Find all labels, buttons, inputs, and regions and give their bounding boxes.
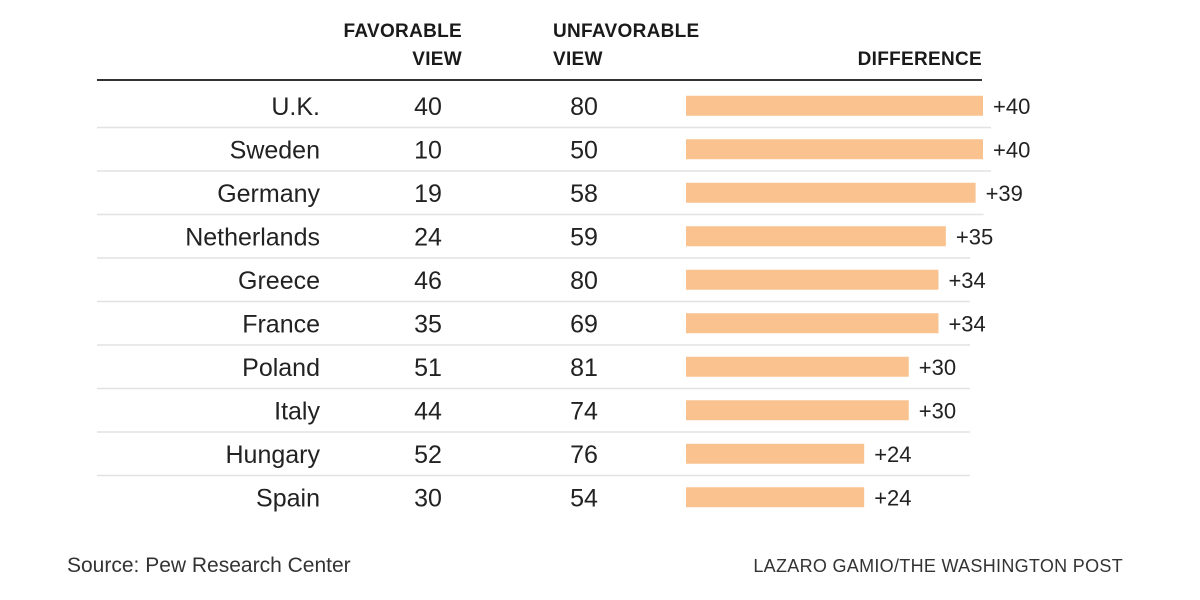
favorable-value: 24 — [414, 223, 442, 251]
country-label: Hungary — [226, 441, 321, 469]
country-label: Sweden — [230, 136, 320, 164]
difference-label: +34 — [948, 311, 985, 336]
country-label: Germany — [217, 180, 320, 208]
country-label: Poland — [242, 354, 320, 382]
country-label: Spain — [256, 484, 320, 512]
difference-label: +30 — [919, 398, 956, 423]
favorable-value: 40 — [414, 93, 442, 121]
difference-label: +35 — [956, 224, 993, 249]
difference-bar — [686, 182, 976, 203]
difference-bar — [686, 313, 939, 334]
country-label: Greece — [238, 267, 320, 295]
difference-bar — [686, 226, 946, 247]
table-rows: U.K. 40 80 +40 Sweden 10 50 +40 Germany 19 58 +39 Ne… — [97, 93, 1030, 512]
difference-label: +24 — [874, 485, 911, 510]
difference-bar — [686, 487, 865, 508]
difference-label: +30 — [919, 355, 956, 380]
difference-bar — [686, 443, 865, 464]
header-unfavorable-line1: UNFAVORABLE — [553, 21, 700, 42]
header-favorable-line1: FAVORABLE — [344, 21, 462, 42]
unfavorable-value: 76 — [570, 441, 598, 469]
favorable-value: 35 — [414, 310, 442, 338]
header-favorable-line2: VIEW — [412, 49, 462, 70]
unfavorable-value: 81 — [570, 354, 598, 382]
source-note: Source: Pew Research Center — [67, 554, 351, 577]
difference-label: +39 — [986, 181, 1023, 206]
difference-bar — [686, 95, 983, 116]
difference-label: +40 — [993, 94, 1030, 119]
unfavorable-value: 69 — [570, 310, 598, 338]
favorable-value: 19 — [414, 180, 442, 208]
unfavorable-value: 80 — [570, 93, 598, 121]
favorable-value: 46 — [414, 267, 442, 295]
difference-label: +40 — [993, 137, 1030, 162]
country-label: Netherlands — [185, 223, 320, 251]
favorable-value: 52 — [414, 441, 442, 469]
unfavorable-value: 50 — [570, 136, 598, 164]
unfavorable-value: 59 — [570, 223, 598, 251]
credit-line: LAZARO GAMIO/THE WASHINGTON POST — [753, 556, 1123, 576]
country-label: France — [242, 310, 320, 338]
favorable-value: 30 — [414, 484, 442, 512]
header-unfavorable-line2: VIEW — [553, 49, 603, 70]
difference-bar — [686, 356, 909, 377]
unfavorable-value: 80 — [570, 267, 598, 295]
difference-label: +34 — [948, 268, 985, 293]
favorable-value: 44 — [414, 397, 442, 425]
country-label: U.K. — [271, 93, 320, 121]
difference-label: +24 — [874, 442, 911, 467]
favorable-value: 10 — [414, 136, 442, 164]
difference-bar — [686, 269, 939, 290]
difference-bar — [686, 139, 983, 160]
unfavorable-value: 58 — [570, 180, 598, 208]
header-difference: DIFFERENCE — [858, 49, 982, 70]
unfavorable-value: 74 — [570, 397, 598, 425]
unfavorable-value: 54 — [570, 484, 598, 512]
difference-bar — [686, 400, 909, 421]
favorable-value: 51 — [414, 354, 442, 382]
country-label: Italy — [274, 397, 320, 425]
